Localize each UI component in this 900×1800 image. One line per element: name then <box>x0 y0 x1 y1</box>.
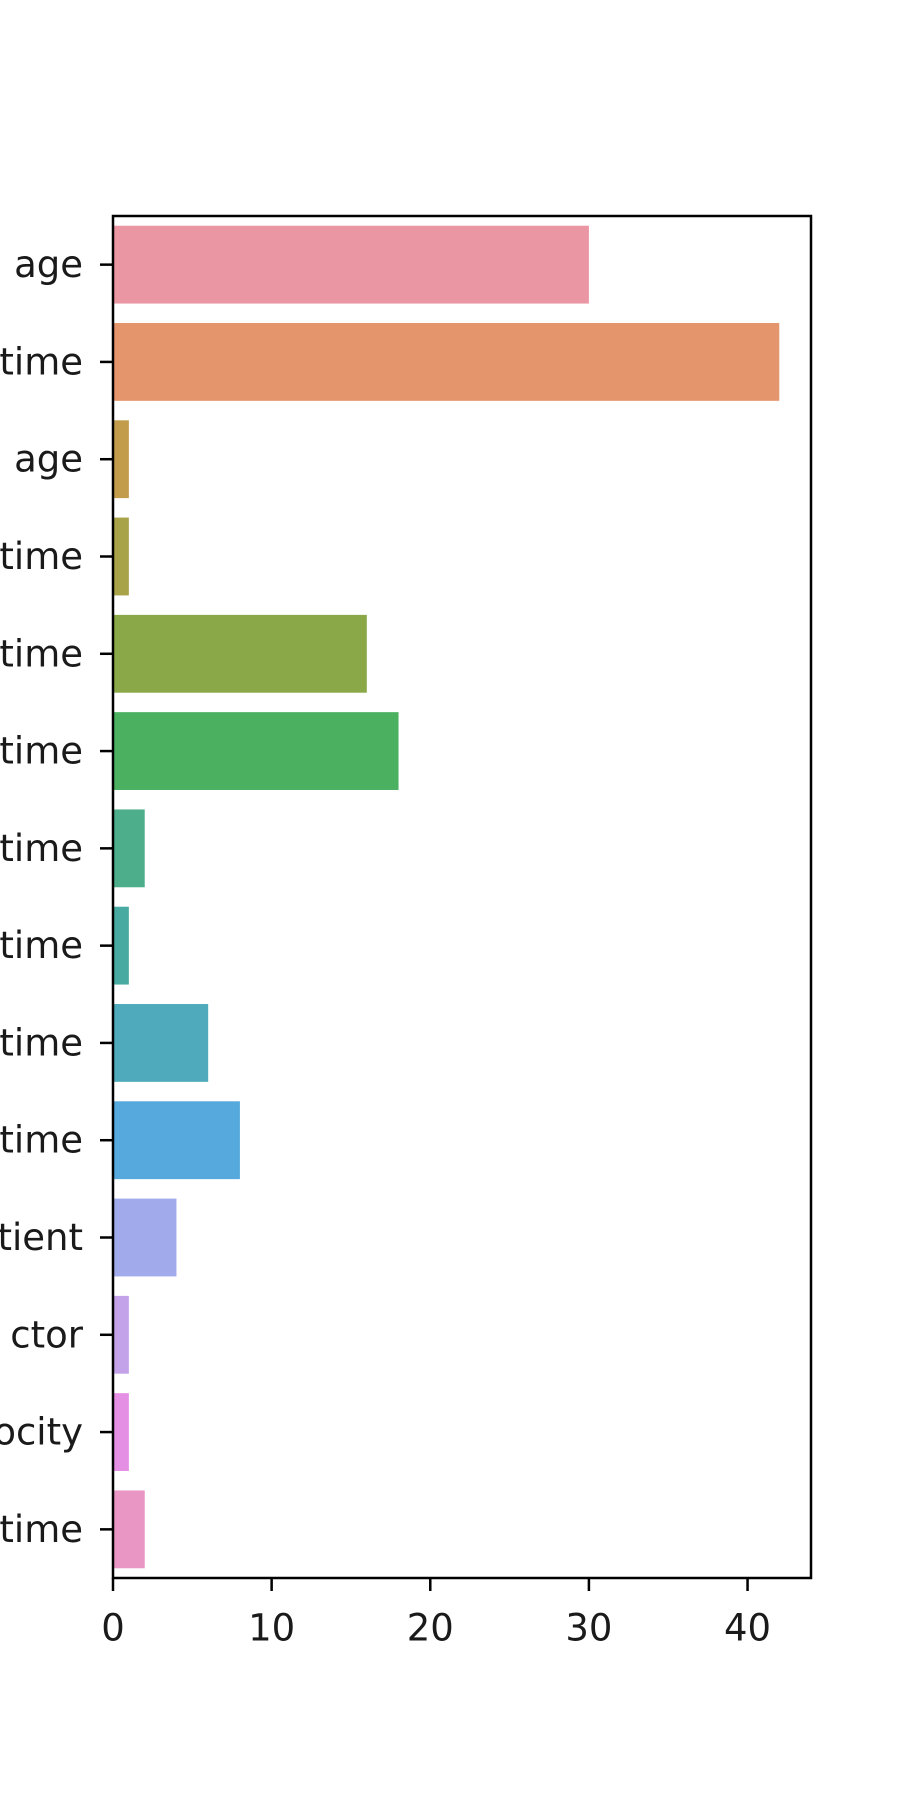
x-axis: 0 10 20 30 40 <box>101 1578 771 1650</box>
plot-frame <box>111 214 813 1580</box>
x-tick-label-3: 30 <box>565 1607 612 1650</box>
bar-3 <box>113 517 129 596</box>
y-tick-label-7: time <box>0 924 83 967</box>
y-tick-label-5: time <box>0 730 83 773</box>
y-tick-label-4: time <box>0 632 83 675</box>
x-tick-label-2: 20 <box>407 1607 454 1650</box>
x-tick-label-4: 40 <box>724 1607 771 1650</box>
bar-11 <box>113 1295 129 1374</box>
bar-9 <box>113 1101 240 1180</box>
y-tick-label-6: time <box>0 827 83 870</box>
bar-12 <box>113 1393 129 1471</box>
bar-7 <box>113 906 129 985</box>
y-tick-label-2: age <box>14 438 83 481</box>
y-tick-label-0: age <box>14 243 83 286</box>
bar-10 <box>113 1198 177 1277</box>
bar-5 <box>113 712 399 790</box>
bar-0 <box>113 225 589 304</box>
bar-2 <box>113 420 129 499</box>
bars-group <box>113 225 780 1569</box>
bar-1 <box>113 323 780 401</box>
bar-6 <box>113 809 145 888</box>
bar-8 <box>113 1004 209 1082</box>
y-tick-label-10: tient <box>0 1216 83 1259</box>
y-tick-label-9: time <box>0 1119 83 1162</box>
y-tick-label-13: time <box>0 1508 83 1551</box>
x-tick-label-1: 10 <box>248 1607 295 1650</box>
bar-4 <box>113 614 367 693</box>
bar-13 <box>113 1490 145 1569</box>
y-tick-label-8: time <box>0 1021 83 1064</box>
y-axis: age time age time time time time time time time ti… <box>0 243 113 1551</box>
y-tick-label-1: time <box>0 340 83 383</box>
x-tick-label-0: 0 <box>101 1607 125 1650</box>
y-tick-label-3: time <box>0 535 83 578</box>
y-tick-label-12: ocity <box>0 1411 83 1454</box>
y-tick-label-11: ctor <box>10 1313 83 1356</box>
